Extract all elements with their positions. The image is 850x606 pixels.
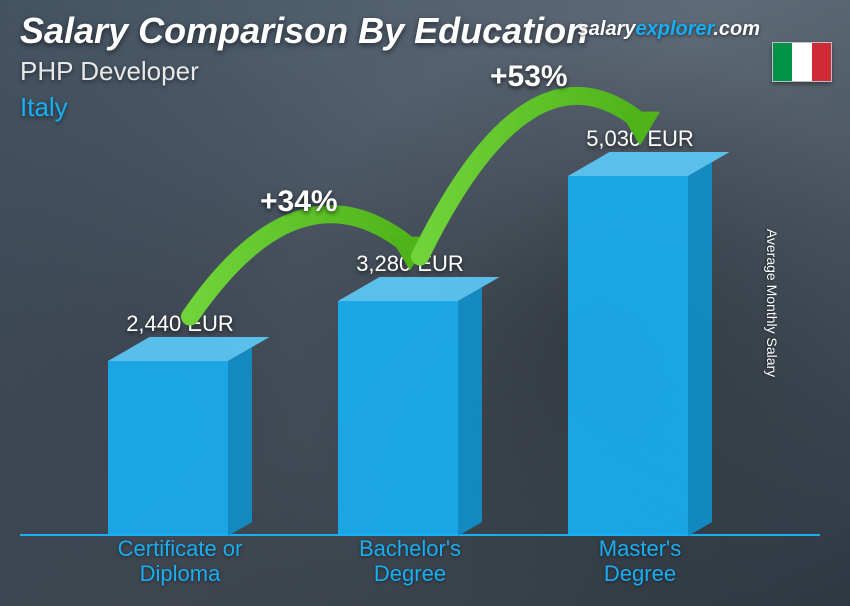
chart-subtitle-role: PHP Developer [20, 56, 199, 87]
bar-category-label: Certificate or Diploma [80, 536, 280, 587]
brand-logo: salaryexplorer.com [578, 18, 760, 41]
brand-middle: explorer [635, 18, 713, 40]
flag-stripe-3 [812, 43, 831, 81]
chart-title: Salary Comparison By Education [20, 10, 588, 52]
bar-category-label: Master's Degree [540, 536, 740, 587]
infographic-stage: Salary Comparison By Education PHP Devel… [0, 0, 850, 606]
increase-arc [60, 106, 780, 536]
brand-suffix: .com [713, 18, 760, 40]
flag-stripe-1 [773, 43, 792, 81]
arrowhead-icon [620, 112, 660, 146]
brand-prefix: salary [578, 18, 636, 40]
country-flag-icon [772, 42, 832, 82]
bar-chart: 2,440 EURCertificate or Diploma3,280 EUR… [60, 106, 780, 536]
flag-stripe-2 [792, 43, 811, 81]
bar-category-label: Bachelor's Degree [310, 536, 510, 587]
increase-label: +53% [490, 60, 568, 94]
